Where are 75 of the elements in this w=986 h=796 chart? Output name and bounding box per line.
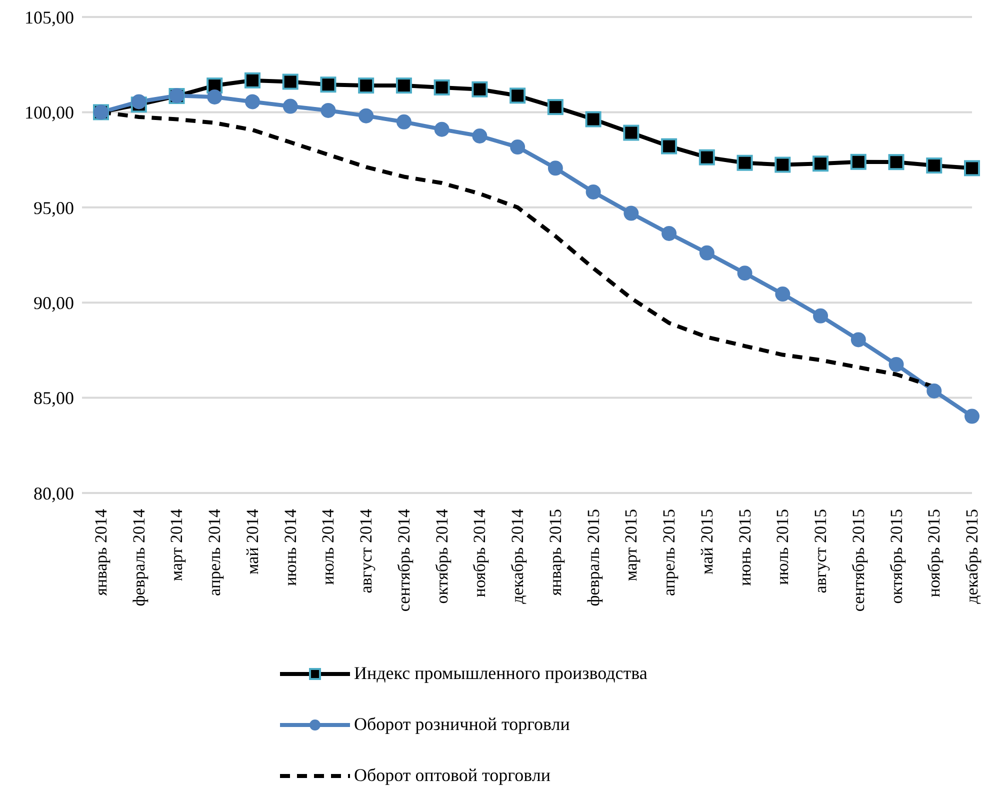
- point: [585, 111, 602, 128]
- x-tick-label: май 2015: [697, 509, 716, 575]
- point: [850, 154, 866, 170]
- point: [586, 184, 601, 200]
- point: [812, 156, 829, 172]
- point: [244, 94, 260, 110]
- x-tick-label: август 2015: [811, 509, 830, 594]
- point: [661, 138, 678, 154]
- point: [358, 78, 374, 94]
- point: [396, 114, 412, 130]
- x-tick-label: май 2014: [242, 508, 262, 575]
- point: [926, 383, 942, 398]
- x-tick-label: июль 2015: [773, 509, 792, 585]
- point: [888, 356, 904, 372]
- point: [623, 124, 640, 141]
- point: [510, 140, 526, 155]
- point: [964, 408, 980, 424]
- point: [434, 122, 450, 137]
- point: [282, 98, 298, 114]
- point: [698, 149, 715, 166]
- point: [320, 102, 336, 118]
- x-tick-label: январь 2015: [546, 509, 565, 596]
- x-tick-label: октябрь 2015: [886, 509, 906, 604]
- point: [662, 226, 677, 241]
- x-tick-label: январь 2014: [92, 508, 110, 596]
- point: [510, 88, 526, 104]
- legend-label: Оборот оптовой торговли: [354, 765, 550, 786]
- x-tick-label: июнь 2014: [280, 508, 300, 586]
- x-tick-label: ноябрь 2015: [924, 509, 944, 598]
- x-tick-label: декабрь 2014: [508, 508, 528, 604]
- x-tick-label: декабрь 2015: [962, 509, 982, 604]
- y-tick-label: 90,00: [34, 292, 74, 313]
- point: [282, 74, 298, 90]
- point: [244, 72, 260, 88]
- point: [775, 286, 790, 302]
- point: [548, 160, 563, 176]
- y-tick-label: 85,00: [34, 388, 74, 408]
- y-tick-label: 105,00: [24, 7, 74, 28]
- x-tick-label: июль 2014: [318, 508, 338, 585]
- y-tick-label: 100,00: [24, 102, 74, 123]
- point: [736, 154, 753, 171]
- point: [624, 206, 639, 221]
- x-tick-label: сентябрь 2014: [394, 508, 414, 612]
- point: [813, 308, 828, 324]
- y-tick-label: 95,00: [34, 198, 74, 218]
- legend-label: Индекс промышленного производства: [354, 663, 648, 684]
- x-tick-label: ноябрь 2014: [470, 508, 490, 598]
- point: [320, 76, 336, 93]
- point: [434, 79, 450, 96]
- legend-label: Оборот розничной торговли: [354, 714, 570, 735]
- point: [396, 78, 412, 94]
- point: [774, 156, 791, 173]
- point: [207, 89, 222, 104]
- point: [737, 266, 752, 281]
- point: [926, 158, 942, 174]
- point: [850, 332, 866, 348]
- x-tick-label: март 2015: [622, 509, 641, 582]
- x-tick-label: февраль 2015: [584, 509, 603, 606]
- point: [472, 128, 488, 144]
- point: [699, 245, 714, 260]
- point: [358, 108, 374, 124]
- point: [964, 160, 980, 176]
- x-tick-label: сентябрь 2015: [848, 509, 868, 612]
- point: [547, 99, 564, 116]
- x-tick-label: август 2014: [356, 508, 376, 594]
- x-tick-label: апрель 2014: [205, 508, 224, 596]
- x-tick-label: апрель 2015: [660, 509, 679, 596]
- x-tick-label: март 2014: [167, 508, 186, 582]
- y-tick-label: 80,00: [34, 483, 74, 504]
- x-tick-label: июнь 2015: [735, 509, 754, 586]
- point: [472, 81, 488, 98]
- x-tick-label: февраль 2014: [129, 508, 148, 606]
- point: [131, 94, 146, 110]
- point: [888, 154, 904, 170]
- x-tick-label: октябрь 2014: [432, 508, 452, 604]
